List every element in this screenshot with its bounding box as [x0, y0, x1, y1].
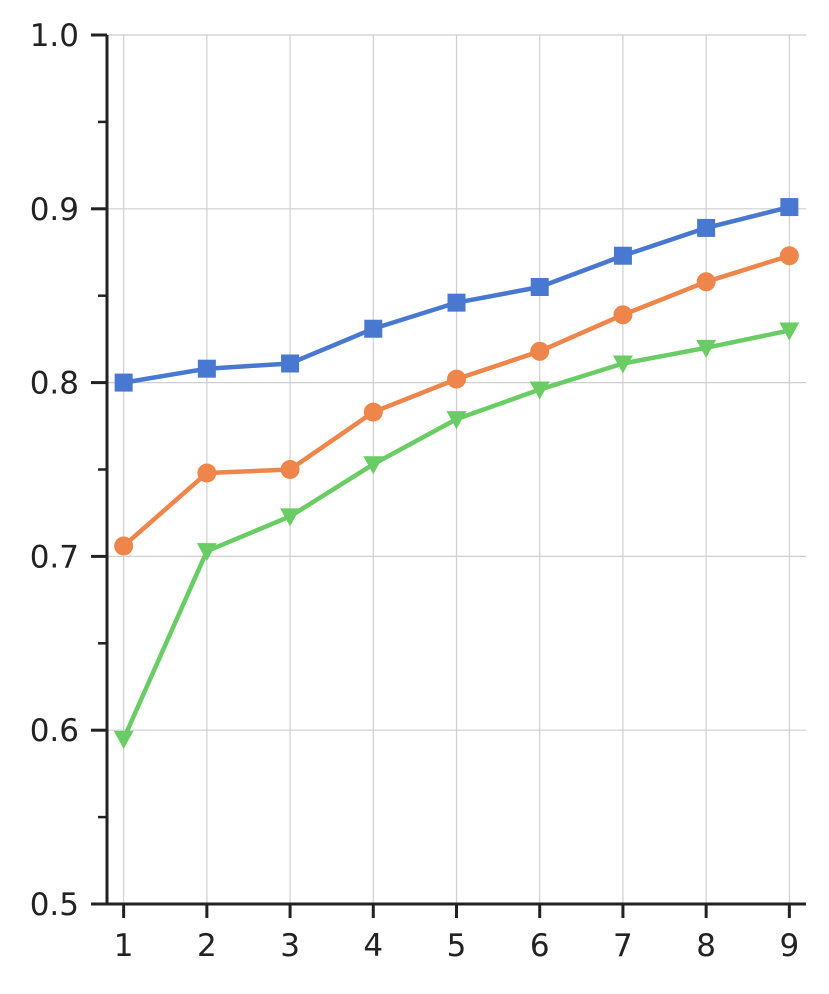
- data-point-circle: [280, 460, 300, 479]
- y-tick-label: 0.7: [30, 539, 79, 575]
- data-point-triangle: [529, 381, 550, 400]
- data-point-triangle: [446, 411, 467, 430]
- x-tick-label: 1: [114, 928, 134, 964]
- x-tick-label: 8: [696, 928, 716, 964]
- series-group: [113, 198, 800, 749]
- data-point-triangle: [696, 339, 717, 358]
- x-tick-label: 5: [447, 928, 467, 964]
- x-tick-label: 3: [280, 928, 300, 964]
- x-tick-label: 9: [779, 928, 799, 964]
- y-tick-label: 0.8: [30, 366, 79, 402]
- x-tick-label: 6: [530, 928, 550, 964]
- data-point-triangle: [280, 508, 301, 527]
- x-tick-label: 2: [197, 928, 217, 964]
- y-tick-label: 0.5: [30, 887, 79, 923]
- data-point-circle: [696, 272, 716, 292]
- series-2: [114, 246, 799, 556]
- x-tick-label: 7: [613, 928, 633, 964]
- axes: 0.5 0.6 0.7 0.8 0.9 1.0 1 2 3 4 5 6 7 8 9: [30, 18, 806, 964]
- data-point-square: [447, 293, 466, 312]
- series-1: [114, 198, 799, 392]
- data-point-circle: [530, 341, 550, 361]
- series-3: [113, 322, 800, 749]
- data-point-triangle: [196, 543, 217, 562]
- data-point-circle: [447, 369, 466, 389]
- y-tick-label: 0.6: [30, 713, 79, 749]
- data-point-square: [697, 218, 716, 237]
- data-point-square: [114, 373, 133, 392]
- data-point-square: [780, 198, 799, 217]
- data-point-square: [197, 359, 216, 378]
- data-point-triangle: [363, 456, 384, 475]
- data-point-triangle: [113, 730, 134, 749]
- x-tick-label: 4: [363, 928, 383, 964]
- data-point-circle: [613, 305, 633, 325]
- data-point-circle: [114, 536, 134, 556]
- data-point-square: [364, 319, 383, 338]
- data-point-square: [281, 354, 300, 373]
- data-point-square: [613, 246, 632, 265]
- data-point-circle: [197, 463, 217, 483]
- data-point-square: [530, 278, 549, 297]
- data-point-triangle: [612, 355, 633, 374]
- data-point-triangle: [779, 322, 800, 341]
- y-tick-label: 0.9: [30, 192, 79, 228]
- data-point-circle: [363, 402, 383, 422]
- y-tick-label: 1.0: [30, 18, 79, 54]
- data-point-circle: [779, 246, 799, 266]
